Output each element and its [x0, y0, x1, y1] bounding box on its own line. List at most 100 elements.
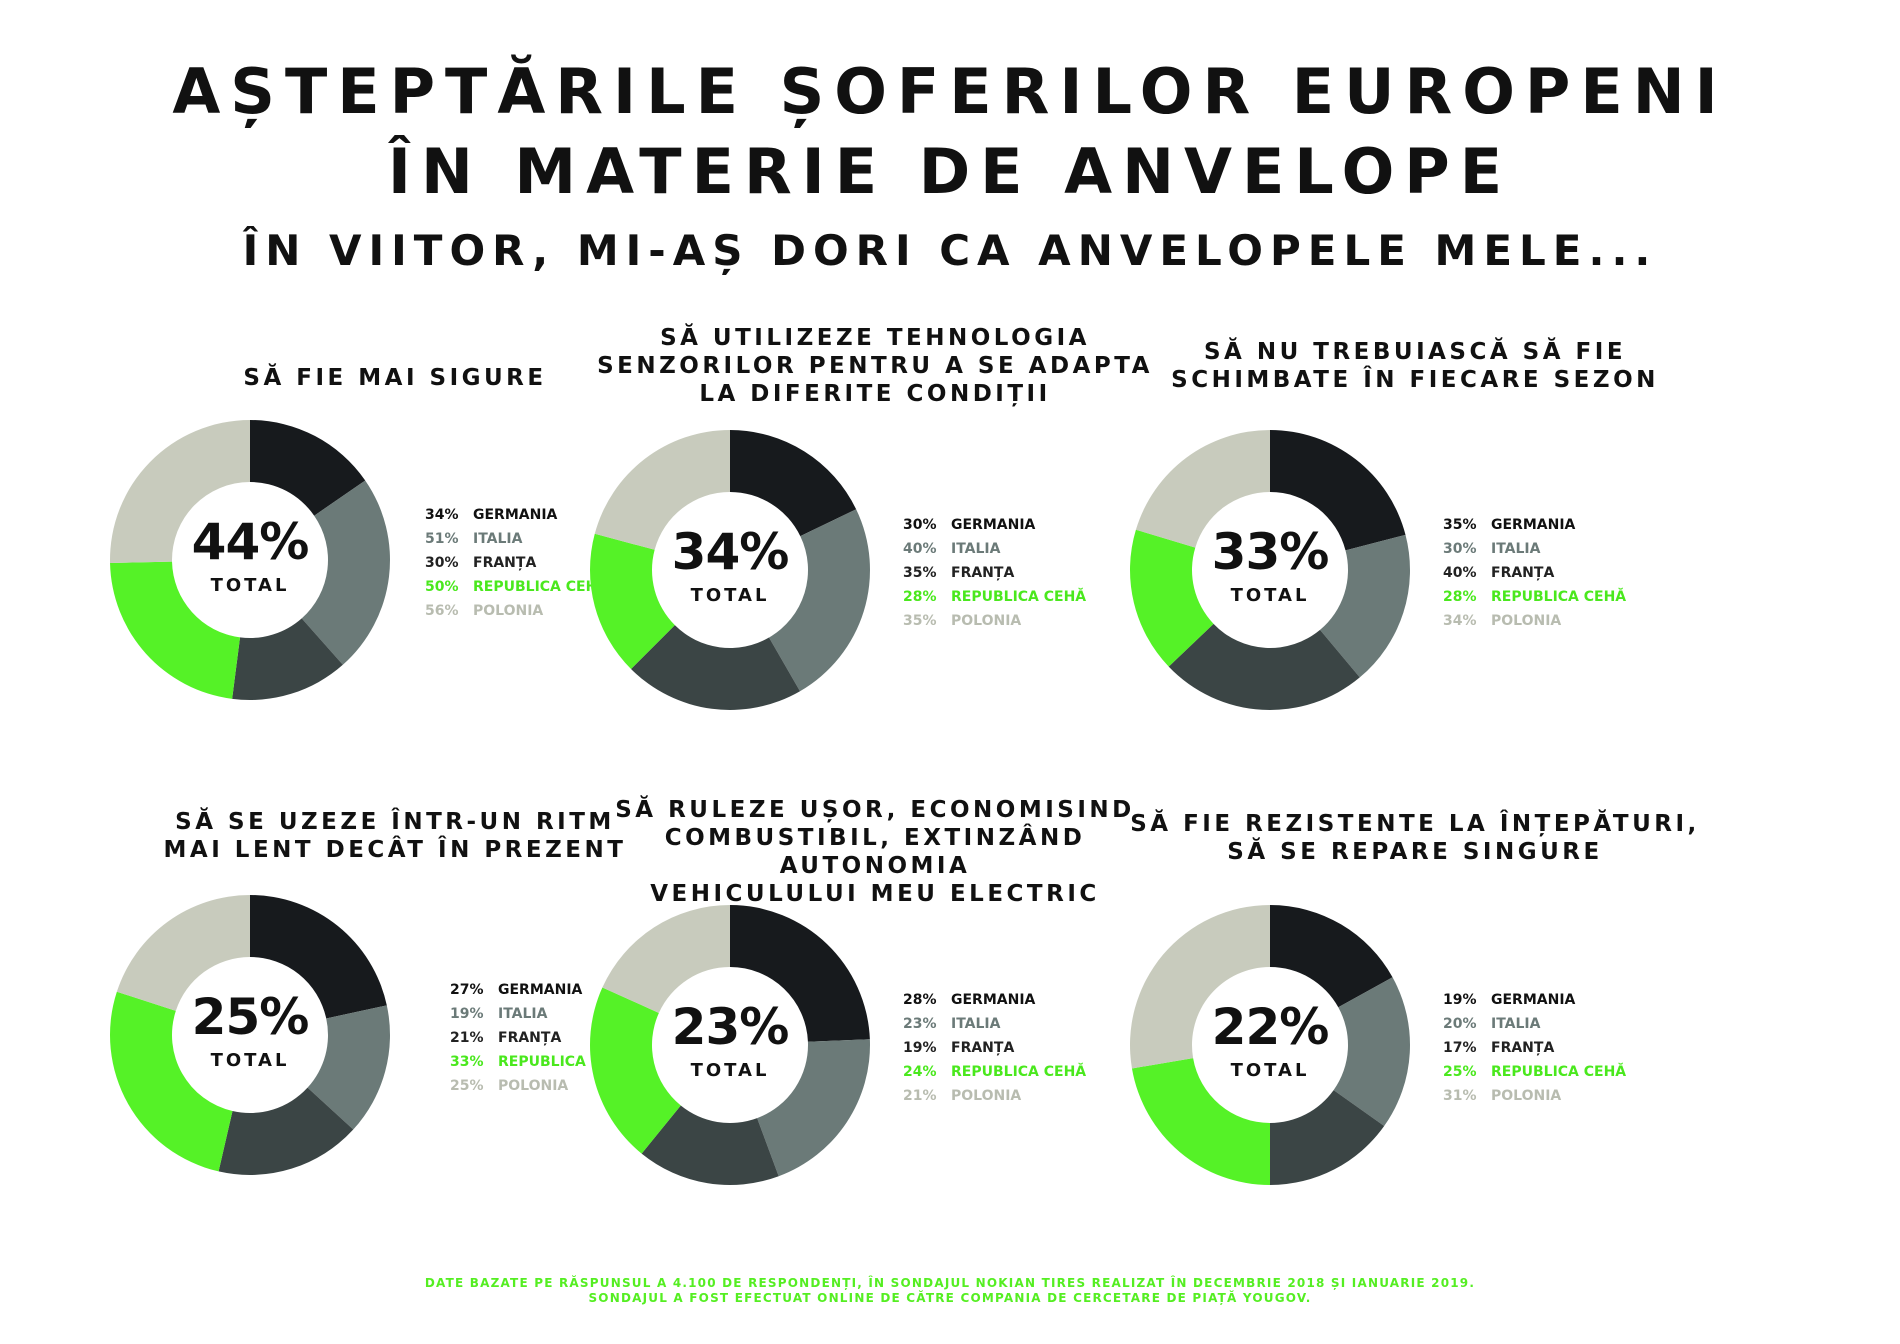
- legend-percent: 51%: [425, 531, 459, 547]
- total-label: TOTAL: [1230, 1060, 1310, 1081]
- legend-percent: 50%: [425, 579, 459, 595]
- donut-slice-germania: [730, 430, 857, 537]
- legend-item: 30% ITALIA: [1443, 537, 1663, 561]
- legend-country: FRANȚA: [1491, 565, 1555, 581]
- legend-country: REPUBLICA CEHĂ: [951, 1064, 1087, 1080]
- legend-percent: 21%: [903, 1088, 937, 1104]
- total-label: TOTAL: [690, 585, 770, 606]
- legend-item: 28% REPUBLICA CEHĂ: [903, 585, 1123, 609]
- legend-item: 28% GERMANIA: [903, 988, 1123, 1012]
- legend-percent: 40%: [903, 541, 937, 557]
- chart-title: SĂ NU TREBUIASCĂ SĂ FIE SCHIMBATE ÎN FIEC…: [1125, 338, 1705, 394]
- chart-title-line: VEHICULULUI MEU ELECTRIC: [650, 881, 1100, 907]
- total-label: TOTAL: [690, 1060, 770, 1081]
- legend-country: ITALIA: [473, 531, 523, 547]
- chart-legend: 30% GERMANIA 40% ITALIA 35% FRANȚA 28% REPUBLIC…: [903, 513, 1123, 633]
- footnote-line: SONDAJUL A FOST EFECTUAT ONLINE DE CĂTRE…: [588, 1291, 1312, 1305]
- legend-item: 31% POLONIA: [1443, 1084, 1663, 1108]
- chart-title: SĂ RULEZE UȘOR, ECONOMISIND COMBUSTIBIL, …: [585, 796, 1165, 908]
- donut-svg: [109, 895, 390, 1175]
- donut-chart: 25% TOTAL: [105, 890, 395, 1180]
- legend-item: 50% REPUBLICA CEHĂ: [425, 575, 645, 599]
- legend-item: 34% POLONIA: [1443, 609, 1663, 633]
- total-value: 34%: [671, 523, 790, 581]
- legend-country: ITALIA: [498, 1006, 548, 1022]
- chart-panel: SĂ FIE MAI SIGURE 44% TOTAL 34% GERMANIA 51% I…: [105, 340, 725, 800]
- chart-title-line: SĂ FIE MAI SIGURE: [243, 365, 547, 391]
- total-value: 33%: [1211, 523, 1330, 581]
- donut-slice-italia: [757, 1039, 870, 1177]
- donut-slice-republica-cehă: [110, 561, 241, 699]
- legend-percent: 28%: [903, 589, 937, 605]
- legend-country: REPUBLICA CEHĂ: [951, 589, 1087, 605]
- donut-slice-germania: [1270, 905, 1393, 1008]
- legend-country: FRANȚA: [1491, 1040, 1555, 1056]
- legend-country: FRANȚA: [951, 565, 1015, 581]
- legend-item: 25% REPUBLICA CEHĂ: [1443, 1060, 1663, 1084]
- legend-country: REPUBLICA CEHĂ: [1491, 1064, 1627, 1080]
- donut-svg: [1130, 905, 1410, 1185]
- legend-country: ITALIA: [1491, 1016, 1541, 1032]
- donut-slice-franța: [1168, 623, 1360, 710]
- legend-item: 27% GERMANIA: [450, 978, 670, 1002]
- legend-item: 34% GERMANIA: [425, 503, 645, 527]
- legend-percent: 20%: [1443, 1016, 1477, 1032]
- legend-country: POLONIA: [473, 603, 544, 619]
- chart-panel: SĂ FIE REZISTENTE LA ÎNȚEPĂTURI, SĂ SE RE…: [1125, 808, 1745, 1268]
- chart-legend: 19% GERMANIA 20% ITALIA 17% FRANȚA 25% REPUBLIC…: [1443, 988, 1663, 1108]
- legend-country: GERMANIA: [473, 507, 558, 523]
- legend-percent: 27%: [450, 982, 484, 998]
- chart-title-line: SENZORILOR PENTRU A SE ADAPTA: [597, 353, 1153, 379]
- legend-item: 30% FRANȚA: [425, 551, 645, 575]
- legend-country: POLONIA: [951, 613, 1022, 629]
- donut-slice-polonia: [110, 420, 250, 563]
- chart-panel: SĂ SE UZEZE ÎNTR-UN RITM MAI LENT DECÂT Î…: [105, 808, 725, 1268]
- legend-item: 51% ITALIA: [425, 527, 645, 551]
- chart-title-line: SCHIMBATE ÎN FIECARE SEZON: [1171, 367, 1659, 393]
- donut-svg: [1130, 430, 1410, 710]
- donut-slice-polonia: [1130, 905, 1270, 1069]
- legend-item: 21% FRANȚA: [450, 1026, 670, 1050]
- donut-slice-franța: [232, 618, 343, 700]
- legend-percent: 34%: [425, 507, 459, 523]
- legend-country: GERMANIA: [1491, 992, 1576, 1008]
- footnote: DATE BAZATE PE RĂSPUNSUL A 4.100 DE RESP…: [0, 1276, 1900, 1306]
- legend-percent: 25%: [1443, 1064, 1477, 1080]
- legend-percent: 30%: [903, 517, 937, 533]
- donut-chart: 33% TOTAL: [1125, 425, 1415, 715]
- legend-country: POLONIA: [498, 1078, 569, 1094]
- page-subtitle: ÎN VIITOR, MI-AȘ DORI CA ANVELOPELE MELE…: [242, 226, 1658, 275]
- legend-percent: 31%: [1443, 1088, 1477, 1104]
- chart-title-line: SĂ FIE REZISTENTE LA ÎNȚEPĂTURI,: [1130, 811, 1700, 837]
- legend-percent: 19%: [1443, 992, 1477, 1008]
- legend-item: 20% ITALIA: [1443, 1012, 1663, 1036]
- donut-slice-republica-cehă: [109, 991, 233, 1172]
- donut-svg: [590, 430, 870, 710]
- legend-item: 23% ITALIA: [903, 1012, 1123, 1036]
- chart-title-line: SĂ RULEZE UȘOR, ECONOMISIND: [615, 797, 1135, 823]
- chart-title-line: LA DIFERITE CONDIȚII: [699, 381, 1051, 407]
- legend-country: POLONIA: [1491, 613, 1562, 629]
- total-value: 25%: [191, 988, 310, 1046]
- chart-title: SĂ FIE REZISTENTE LA ÎNȚEPĂTURI, SĂ SE RE…: [1125, 810, 1705, 866]
- legend-percent: 28%: [903, 992, 937, 1008]
- donut-slice-franța: [1270, 1090, 1385, 1185]
- legend-item: 28% REPUBLICA CEHĂ: [1443, 585, 1663, 609]
- legend-country: FRANȚA: [498, 1030, 562, 1046]
- legend-percent: 30%: [425, 555, 459, 571]
- donut-slice-franța: [631, 625, 800, 710]
- legend-country: ITALIA: [951, 541, 1001, 557]
- legend-country: POLONIA: [951, 1088, 1022, 1104]
- legend-country: FRANȚA: [473, 555, 537, 571]
- legend-country: GERMANIA: [951, 517, 1036, 533]
- chart-title-line: SĂ NU TREBUIASCĂ SĂ FIE: [1203, 339, 1627, 365]
- donut-slice-republica-cehă: [590, 533, 675, 669]
- donut-slice-italia: [769, 509, 870, 692]
- donut-slice-republica-cehă: [1130, 529, 1214, 667]
- legend-percent: 35%: [903, 613, 937, 629]
- donut-chart: 34% TOTAL: [585, 425, 875, 715]
- total-value: 23%: [671, 998, 790, 1056]
- legend-item: 17% FRANȚA: [1443, 1036, 1663, 1060]
- donut-slice-germania: [250, 420, 366, 516]
- donut-slice-franța: [641, 1105, 779, 1185]
